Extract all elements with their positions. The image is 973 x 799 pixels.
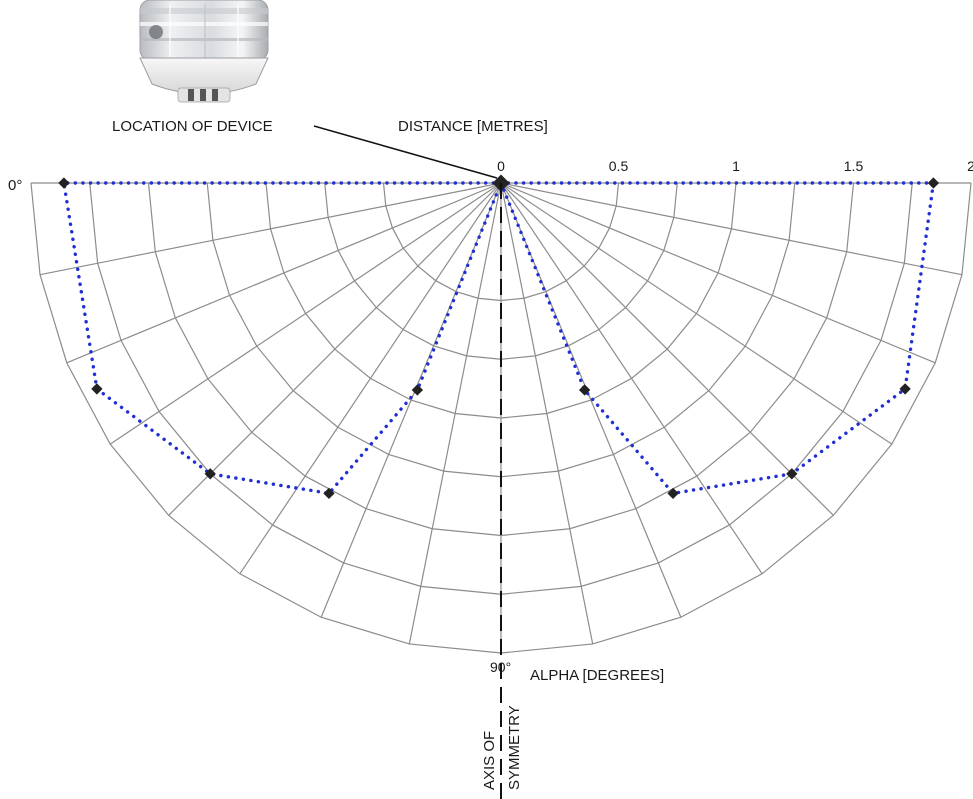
distance-tick-labels: 0 0.5 1 1.5 2 [497,158,973,174]
coverage-point-marker [91,383,103,395]
angle-label-0: 0° [8,177,22,194]
distance-tick-label: 1 [732,158,740,174]
coverage-point-marker [204,468,216,480]
coverage-point-marker [667,487,679,500]
axis-of-symmetry-label: AXIS OF SYMMETRY [481,705,523,790]
grid-ring [382,182,620,302]
distance-tick-label: 2 [967,158,973,174]
device-leader-line [313,125,498,179]
angle-label-90: 90° [490,659,511,675]
distance-tick-label: 0.5 [609,158,629,174]
grid-ring [265,182,737,419]
polar-grid [30,182,972,654]
coverage-point-marker [927,177,940,189]
axis-of-symmetry-line2: SYMMETRY [506,705,523,790]
distance-tick-label: 0 [497,158,505,174]
coverage-point-marker [58,177,70,189]
distance-tick-label: 1.5 [844,158,864,174]
distance-axis-title: DISTANCE [METRES] [398,118,548,135]
coverage-point-marker [578,384,591,396]
coverage-point-marker [411,384,424,396]
coverage-point-marker [323,487,335,500]
grid-ring [147,182,855,537]
location-of-device-label: LOCATION OF DEVICE [112,118,273,135]
coverage-point-marker [899,383,911,395]
coverage-boundary-line [61,181,503,496]
ceiling-sounder-beacon-icon [139,0,269,103]
coverage-point-marker [786,468,798,480]
alpha-axis-title: ALPHA [DEGREES] [530,667,664,684]
axis-of-symmetry-line1: AXIS OF [481,731,498,790]
coverage-pattern [58,174,940,500]
